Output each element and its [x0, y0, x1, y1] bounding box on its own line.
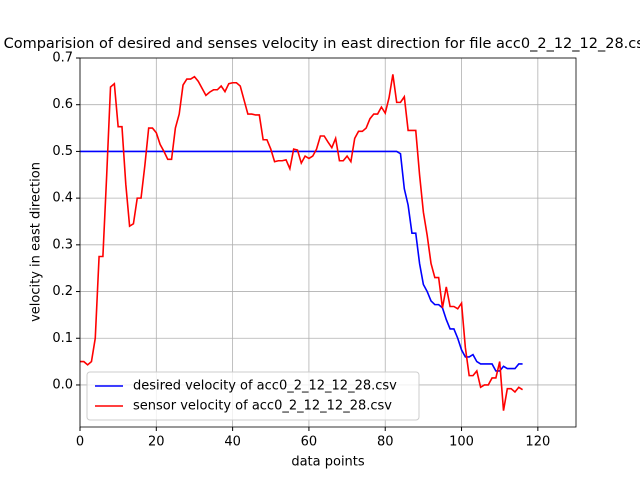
x-tick-label: 0	[76, 435, 84, 450]
legend-label: desired velocity of acc0_2_12_12_28.csv	[133, 379, 397, 394]
data-line	[80, 74, 523, 411]
x-tick-label: 40	[224, 435, 241, 450]
chart-title: Comparision of desired and senses veloci…	[4, 36, 640, 52]
y-tick-label: 0.4	[52, 191, 73, 206]
data-line	[80, 150, 523, 372]
y-tick-label: 0.6	[52, 97, 73, 112]
x-tick-label: 20	[148, 435, 165, 450]
y-tick-label: 0.2	[52, 284, 73, 299]
plot-frame	[79, 57, 577, 428]
x-tick-label: 60	[301, 435, 318, 450]
x-tick-label: 80	[377, 435, 394, 450]
x-tick-label: 100	[449, 435, 474, 450]
x-axis-label: data points	[291, 455, 365, 470]
y-axis-label: velocity in east direction	[29, 162, 44, 322]
y-tick-label: 0.0	[52, 377, 73, 392]
x-tick-label: 120	[525, 435, 550, 450]
y-tick-label: 0.1	[52, 331, 73, 346]
legend: desired velocity of acc0_2_12_12_28.csvs…	[86, 371, 420, 421]
y-tick-label: 0.7	[52, 51, 73, 66]
y-tick-label: 0.3	[52, 237, 73, 252]
legend-box	[86, 371, 420, 421]
legend-label: sensor velocity of acc0_2_12_12_28.csv	[133, 399, 392, 414]
y-tick-label: 0.5	[52, 144, 73, 159]
